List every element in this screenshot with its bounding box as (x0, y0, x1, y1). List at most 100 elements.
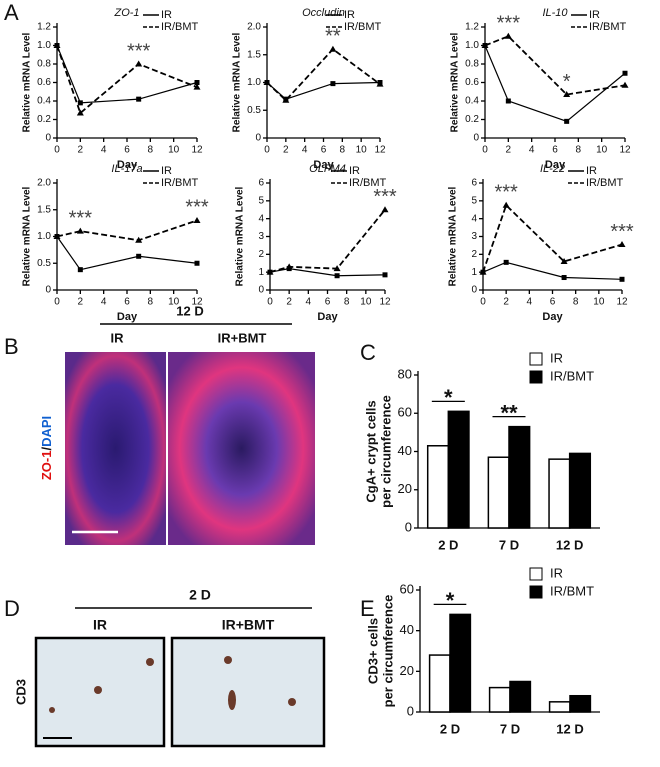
micrograph (65, 352, 166, 545)
series-line (56, 45, 198, 104)
annotation: *** (127, 40, 151, 62)
marker (77, 100, 83, 106)
y-tick-label: 1.5 (247, 49, 261, 60)
x-tick-label: 0 (480, 297, 486, 308)
bar (426, 445, 450, 529)
chart-title: IL-10 (542, 7, 568, 19)
legend-label: IR/BMT (161, 21, 199, 33)
stained-cell (49, 707, 55, 713)
y-tick-label: 60 (398, 405, 412, 420)
x-tick-label: 8 (573, 297, 579, 308)
stained-cell (94, 686, 102, 694)
marker (76, 109, 84, 116)
x-tick-label: 2 D (440, 721, 460, 736)
marker (76, 227, 84, 234)
x-tick-label: 8 (148, 297, 154, 308)
marker (481, 42, 489, 48)
legend-label: IR (550, 350, 563, 365)
legend-label: IR (344, 9, 355, 21)
y-axis-label: Relative mRNA Level (232, 32, 243, 132)
series-line (484, 45, 626, 123)
marker (135, 236, 143, 243)
marker (194, 260, 200, 266)
legend-label: IR/BMT (550, 368, 594, 383)
marker (622, 70, 628, 76)
marker (53, 42, 61, 48)
annotation: ** (325, 25, 341, 47)
y-tick-label: 1.0 (465, 40, 479, 51)
marker (376, 80, 384, 87)
x-tick-label: 10 (360, 297, 372, 308)
y-tick-label: 20 (398, 481, 412, 496)
y-tick-label: 6 (471, 178, 477, 189)
y-tick-label: 2 (258, 249, 264, 260)
series-line (56, 236, 198, 271)
x-tick-label: 4 (101, 297, 107, 308)
y-tick-label: 0.2 (465, 114, 479, 125)
stain-label: CD3 (13, 679, 28, 705)
x-tick-label: 12 (191, 145, 203, 156)
bar (487, 456, 510, 529)
image-label: IR+BMT (218, 330, 267, 345)
marker (505, 98, 511, 104)
chart-title: OLFM4 (309, 163, 346, 175)
marker (266, 268, 274, 275)
y-axis-label: CD3+ cells (365, 618, 380, 684)
stained-cell (146, 658, 154, 666)
x-tick-label: 2 (78, 145, 84, 156)
x-tick-label: 6 (124, 145, 130, 156)
x-tick-label: 10 (356, 145, 368, 156)
x-tick-label: 4 (306, 297, 312, 308)
x-tick-label: 0 (54, 145, 60, 156)
y-tick-label: 0 (407, 703, 414, 718)
marker (285, 263, 293, 270)
marker (563, 91, 571, 98)
marker (333, 265, 341, 272)
stain: ZO-1 (39, 451, 54, 481)
panel-label: C (360, 340, 376, 365)
x-tick-label: 4 (529, 145, 535, 156)
y-tick-label: 0 (471, 285, 477, 296)
x-tick-label: 7 D (499, 537, 519, 552)
marker (621, 81, 629, 88)
y-tick-label: 40 (398, 443, 412, 458)
marker (263, 79, 271, 85)
x-tick-label: 0 (264, 145, 270, 156)
bar (548, 701, 571, 713)
x-axis-label: Day (542, 311, 563, 323)
y-tick-label: 0 (45, 285, 51, 296)
bar (508, 425, 531, 529)
bar (509, 680, 532, 713)
marker (502, 201, 510, 208)
annotation: *** (373, 186, 397, 208)
image-title: 12 D (176, 303, 203, 318)
legend-swatch (529, 585, 543, 599)
bar (569, 694, 592, 713)
y-tick-label: 20 (400, 663, 414, 678)
marker (561, 275, 567, 281)
annotation: * (563, 71, 571, 93)
y-tick-label: 6 (258, 178, 264, 189)
x-tick-label: 4 (302, 145, 308, 156)
marker (382, 272, 388, 278)
x-tick-label: 10 (168, 297, 180, 308)
x-tick-label: 6 (321, 145, 327, 156)
series-line (56, 45, 198, 115)
image-label: IR+BMT (222, 617, 275, 633)
x-tick-label: 6 (552, 145, 558, 156)
y-tick-label: 4 (258, 213, 264, 224)
marker (503, 259, 509, 265)
x-axis-label: Day (313, 159, 334, 171)
marker (136, 96, 142, 102)
bar (568, 452, 592, 529)
y-tick-label: 1 (258, 267, 264, 278)
series-line (266, 47, 381, 102)
y-tick-label: 1.0 (247, 77, 261, 88)
marker (619, 276, 625, 282)
bar (449, 613, 472, 713)
series-line (482, 261, 623, 280)
stain: DAPI (39, 416, 54, 447)
y-axis-label: Relative mRNA Level (22, 32, 33, 132)
series-line (56, 219, 198, 242)
x-tick-label: 12 (191, 297, 203, 308)
